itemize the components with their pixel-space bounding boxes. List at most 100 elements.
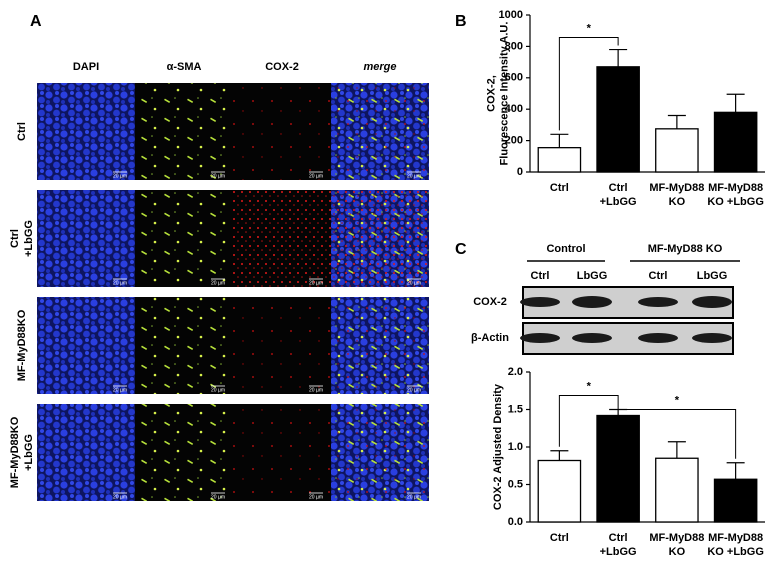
scale-bar-label: 20 µm: [113, 387, 127, 393]
band: [572, 333, 612, 343]
x-tick-label: Ctrl: [550, 532, 569, 544]
x-tick-label: MF-MyD88: [708, 532, 763, 544]
scale-bar-label: 20 µm: [309, 280, 323, 286]
bar: [537, 459, 582, 523]
x-tick-label: KO +LbGG: [707, 546, 764, 558]
y-axis-label: COX-2,: [485, 75, 497, 112]
blot-row-label: β-Actin: [471, 332, 509, 344]
band: [692, 333, 732, 343]
micrograph-cox2: [233, 297, 331, 394]
scale-bar-label: 20 µm: [211, 494, 225, 500]
y-tick-label: 800: [505, 40, 523, 52]
x-tick-label: Ctrl: [609, 532, 628, 544]
y-tick-label: 1.5: [508, 403, 523, 415]
scale-bar-label: 20 µm: [113, 280, 127, 286]
row-label: MF-MyD88KO: [16, 309, 28, 381]
x-tick-label: MF-MyD88: [649, 182, 704, 194]
micrograph-sma: [135, 83, 233, 180]
band: [520, 297, 560, 307]
significance-label: *: [587, 22, 592, 34]
scale-bar-label: 20 µm: [407, 173, 421, 179]
panel-letter: B: [455, 13, 467, 30]
scale-bar-label: 20 µm: [407, 280, 421, 286]
bar: [596, 414, 640, 523]
micrograph-dapi: [37, 297, 135, 394]
y-tick-label: 0.5: [508, 478, 523, 490]
scale-bar-label: 20 µm: [211, 280, 225, 286]
lane-label: LbGG: [577, 270, 608, 282]
column-header: α-SMA: [167, 61, 202, 73]
bar: [537, 147, 582, 173]
scale-bar-label: 20 µm: [113, 173, 127, 179]
lane-label: Ctrl: [649, 270, 668, 282]
column-header: DAPI: [73, 61, 99, 73]
micrograph-cox2: [331, 190, 429, 287]
row-label: Ctrl: [16, 122, 28, 141]
y-tick-label: 2.0: [508, 366, 523, 378]
y-tick-label: 0.0: [508, 516, 523, 528]
bar: [713, 111, 758, 173]
band: [520, 333, 560, 343]
bar: [655, 128, 699, 173]
micrograph-cox2: [233, 404, 331, 501]
row-label: +LbGG: [23, 434, 35, 471]
y-tick-label: 0: [517, 166, 523, 178]
y-tick-label: 200: [505, 135, 523, 147]
x-tick-label: MF-MyD88: [708, 182, 763, 194]
band: [638, 297, 678, 307]
x-tick-label: Ctrl: [609, 182, 628, 194]
x-tick-label: KO: [669, 546, 686, 558]
scale-bar-label: 20 µm: [407, 494, 421, 500]
bar: [713, 478, 758, 523]
micrograph-cox2: [331, 83, 429, 180]
blot: Control MF-MyD88 KO Ctrl LbGG Ctrl LbGG COX-2 β…: [471, 243, 740, 355]
micrograph-dapi: [37, 83, 135, 180]
x-tick-label: MF-MyD88: [649, 532, 704, 544]
lane-label: LbGG: [697, 270, 728, 282]
scale-bar-label: 20 µm: [309, 494, 323, 500]
scale-bar-label: 20 µm: [309, 173, 323, 179]
group-label: Control: [546, 243, 585, 255]
bar: [596, 66, 640, 173]
panel-letter: C: [455, 241, 467, 258]
panel-letter: A: [30, 13, 42, 30]
significance-bracket: [558, 395, 619, 447]
micrograph-cox2: [233, 190, 331, 287]
lane-label: Ctrl: [531, 270, 550, 282]
micrograph-sma: [135, 404, 233, 501]
x-tick-label: Ctrl: [550, 182, 569, 194]
y-tick-label: 1.0: [508, 441, 523, 453]
significance-bracket: [558, 37, 619, 131]
group-label: MF-MyD88 KO: [648, 243, 723, 255]
x-tick-label: +LbGG: [600, 196, 637, 208]
row-label: +LbGG: [23, 220, 35, 257]
row-label: Ctrl: [9, 229, 21, 248]
micrograph-cox2: [233, 83, 331, 180]
blot-row-label: COX-2: [473, 296, 507, 308]
micrograph-dapi: [37, 404, 135, 501]
scale-bar-label: 20 µm: [211, 173, 225, 179]
y-axis-label: Fluorescence Intensity A.U.: [498, 22, 510, 166]
y-tick-label: 400: [505, 103, 523, 115]
band: [692, 296, 732, 308]
significance-label: *: [675, 394, 680, 406]
column-header: merge: [363, 61, 396, 73]
band: [638, 333, 678, 343]
scale-bar-label: 20 µm: [407, 387, 421, 393]
micrograph-dapi: [37, 190, 135, 287]
row-label: MF-MyD88KO: [9, 416, 21, 488]
micrograph-sma: [135, 297, 233, 394]
significance-label: *: [587, 380, 592, 392]
significance-bracket: [617, 405, 737, 459]
x-tick-label: KO +LbGG: [707, 196, 764, 208]
column-header: COX-2: [265, 61, 299, 73]
x-tick-label: +LbGG: [600, 546, 637, 558]
y-tick-label: 1000: [499, 9, 523, 21]
scale-bar-label: 20 µm: [211, 387, 225, 393]
micrograph-sma: [135, 190, 233, 287]
x-tick-label: KO: [669, 196, 686, 208]
micrograph-cox2: [331, 297, 429, 394]
scale-bar-label: 20 µm: [113, 494, 127, 500]
y-tick-label: 600: [505, 72, 523, 84]
